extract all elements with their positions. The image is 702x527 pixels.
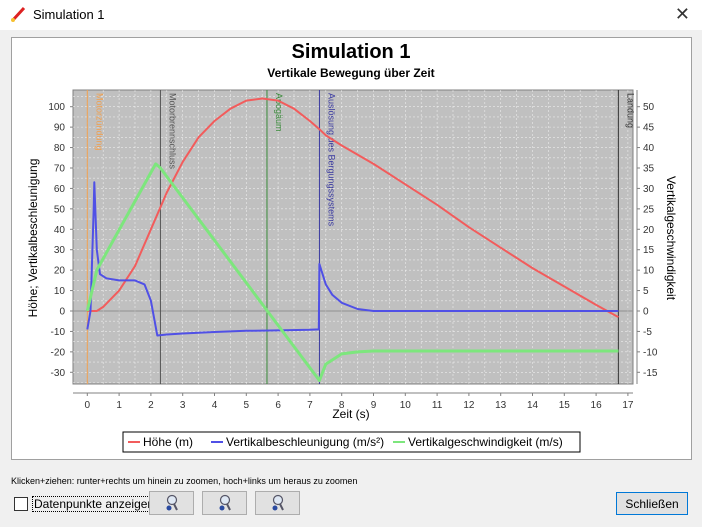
y2-tick-label: -10: [643, 347, 658, 358]
legend-label: Vertikalbeschleunigung (m/s²): [226, 435, 384, 449]
chart-title: Simulation 1: [292, 41, 411, 63]
event-label: Motorbrennschluss: [167, 93, 177, 170]
x-tick-label: 2: [148, 400, 154, 411]
y2-tick-label: 50: [643, 102, 655, 113]
x-tick-label: 10: [400, 400, 412, 411]
series-line-0: [87, 97, 619, 318]
y-tick-label: 0: [59, 307, 65, 318]
legend-label: Vertikalgeschwindigkeit (m/s): [408, 435, 563, 449]
y-tick-label: 60: [54, 184, 66, 195]
y2-tick-label: 40: [643, 143, 655, 154]
y2-tick-label: 20: [643, 225, 655, 236]
y2-tick-label: 15: [643, 245, 655, 256]
y-tick-label: 90: [54, 123, 66, 134]
close-icon[interactable]: ✕: [674, 4, 690, 24]
y2-tick-label: -5: [643, 327, 652, 338]
legend-box: [122, 431, 581, 453]
y-axis-label: Höhe; Vertikalbeschleunigung: [26, 159, 40, 318]
y2-axis-label: Vertikalgeschwindigkeit: [664, 176, 678, 301]
series-line-1: [86, 181, 619, 337]
window-title: Simulation 1: [33, 7, 105, 22]
x-tick-label: 17: [622, 400, 634, 411]
event-label: Auslösung des Bergungssystems: [326, 93, 336, 227]
y-tick-label: 30: [54, 245, 66, 256]
y-tick-label: 50: [54, 204, 66, 215]
y2-tick-label: 25: [643, 204, 655, 215]
zoom-hint: Klicken+ziehen: runter+rechts um hinein …: [11, 476, 358, 486]
x-tick-label: 16: [591, 400, 603, 411]
y-tick-label: 80: [54, 143, 66, 154]
x-tick-label: 15: [559, 400, 571, 411]
zoom-reset-button[interactable]: [255, 491, 300, 515]
y-tick-label: 40: [54, 225, 66, 236]
plot-area: [72, 89, 634, 385]
y-tick-label: 100: [48, 102, 65, 113]
magnifier-icon: [219, 494, 231, 511]
y-tick-label: 20: [54, 266, 66, 277]
close-button[interactable]: Schließen: [616, 492, 688, 515]
event-label: Motorzündung: [94, 93, 104, 151]
checkbox-box[interactable]: [14, 497, 28, 511]
zoom-out-button[interactable]: [202, 491, 247, 515]
magnifier-icon: [166, 494, 178, 511]
x-tick-label: 1: [116, 400, 122, 411]
rocket-app-icon: [11, 6, 26, 22]
x-tick-label: 11: [432, 400, 443, 411]
x-tick-label: 12: [463, 400, 475, 411]
y2-tick-label: 30: [643, 184, 655, 195]
x-tick-label: 5: [244, 400, 250, 411]
y-tick-label: 70: [54, 163, 66, 174]
x-tick-label: 8: [339, 400, 345, 411]
title-bar: Simulation 1 ✕: [0, 0, 702, 30]
y2-tick-label: 35: [643, 163, 655, 174]
y-tick-label: -20: [51, 347, 66, 358]
y-tick-label: -10: [51, 327, 66, 338]
event-label: Apogäum: [274, 93, 284, 132]
x-tick-label: 4: [212, 400, 218, 411]
chart-subtitle: Vertikale Bewegung über Zeit: [267, 66, 434, 80]
show-datapoints-checkbox[interactable]: Datenpunkte anzeigen: [14, 496, 157, 512]
y2-tick-label: 45: [643, 123, 655, 134]
event-label: Landung: [625, 93, 635, 128]
y2-tick-label: -15: [643, 368, 658, 379]
checkbox-label[interactable]: Datenpunkte anzeigen: [32, 496, 157, 512]
legend-label: Höhe (m): [143, 435, 193, 449]
x-tick-label: 3: [180, 400, 186, 411]
x-tick-label: 9: [371, 400, 377, 411]
x-axis-label: Zeit (s): [332, 407, 369, 421]
y2-tick-label: 0: [643, 307, 649, 318]
x-tick-label: 14: [527, 400, 539, 411]
x-tick-label: 13: [495, 400, 507, 411]
x-tick-label: 0: [85, 400, 91, 411]
x-tick-label: 6: [275, 400, 281, 411]
y2-tick-label: 5: [643, 286, 649, 297]
series-line-2: [85, 162, 619, 382]
y-tick-label: 10: [54, 286, 66, 297]
y-tick-label: -30: [51, 368, 66, 379]
y2-tick-label: 10: [643, 266, 655, 277]
x-tick-label: 7: [307, 400, 313, 411]
magnifier-icon: [272, 494, 284, 511]
zoom-in-button[interactable]: [149, 491, 194, 515]
